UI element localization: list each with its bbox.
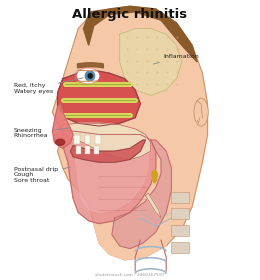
Bar: [171, 208, 190, 220]
Bar: [171, 242, 190, 253]
Ellipse shape: [75, 68, 100, 84]
Bar: [85, 135, 90, 144]
Polygon shape: [53, 6, 207, 260]
Bar: [171, 225, 190, 236]
Polygon shape: [94, 224, 166, 260]
Ellipse shape: [56, 139, 65, 145]
Polygon shape: [83, 6, 197, 62]
Ellipse shape: [194, 98, 208, 126]
Bar: [171, 192, 190, 203]
Bar: [76, 146, 81, 154]
Ellipse shape: [88, 74, 92, 78]
Polygon shape: [57, 70, 140, 126]
Bar: [85, 146, 90, 154]
Polygon shape: [73, 140, 148, 213]
Text: shutterstock.com · 2460167597: shutterstock.com · 2460167597: [95, 273, 165, 277]
Ellipse shape: [77, 69, 99, 83]
Text: Postnasal drip
Cough
Sore throat: Postnasal drip Cough Sore throat: [14, 167, 70, 183]
Polygon shape: [53, 104, 73, 148]
Text: Sneezing
Rhinorrhea: Sneezing Rhinorrhea: [14, 128, 70, 138]
Text: Allergic rhinitis: Allergic rhinitis: [73, 8, 187, 21]
Ellipse shape: [53, 132, 64, 145]
Polygon shape: [112, 140, 171, 249]
Polygon shape: [60, 123, 151, 160]
Bar: [74, 135, 80, 144]
Ellipse shape: [152, 171, 157, 179]
Bar: [94, 146, 100, 154]
Polygon shape: [146, 193, 161, 218]
Ellipse shape: [85, 71, 95, 81]
Polygon shape: [152, 179, 157, 183]
Text: Red, Itchy
Watery eyes: Red, Itchy Watery eyes: [14, 78, 83, 94]
Polygon shape: [120, 29, 182, 95]
Text: Inflamation: Inflamation: [153, 54, 199, 64]
Polygon shape: [70, 140, 146, 162]
Polygon shape: [63, 130, 156, 224]
Bar: [95, 135, 101, 144]
